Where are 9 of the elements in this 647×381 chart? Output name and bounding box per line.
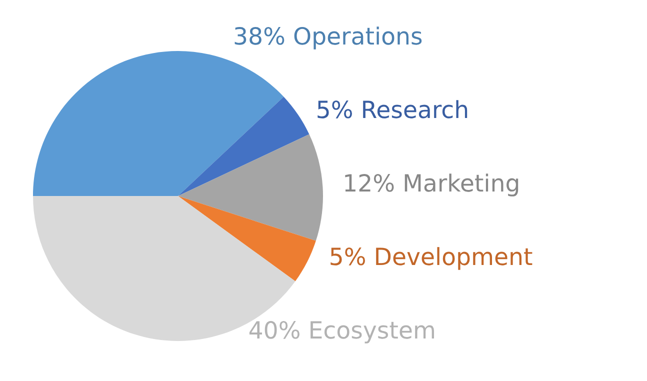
slice-label: 40% Ecosystem xyxy=(249,320,434,344)
slice-label: 12% Marketing xyxy=(345,174,518,196)
pie-slice xyxy=(33,51,284,196)
pie-slice xyxy=(178,196,316,282)
pie-slice xyxy=(178,96,310,196)
pie-slice xyxy=(178,134,323,241)
slice-label: 5% Development xyxy=(330,247,532,270)
slice-label: 38% Operations xyxy=(234,26,422,50)
slice-label: 5% Research xyxy=(318,100,468,118)
